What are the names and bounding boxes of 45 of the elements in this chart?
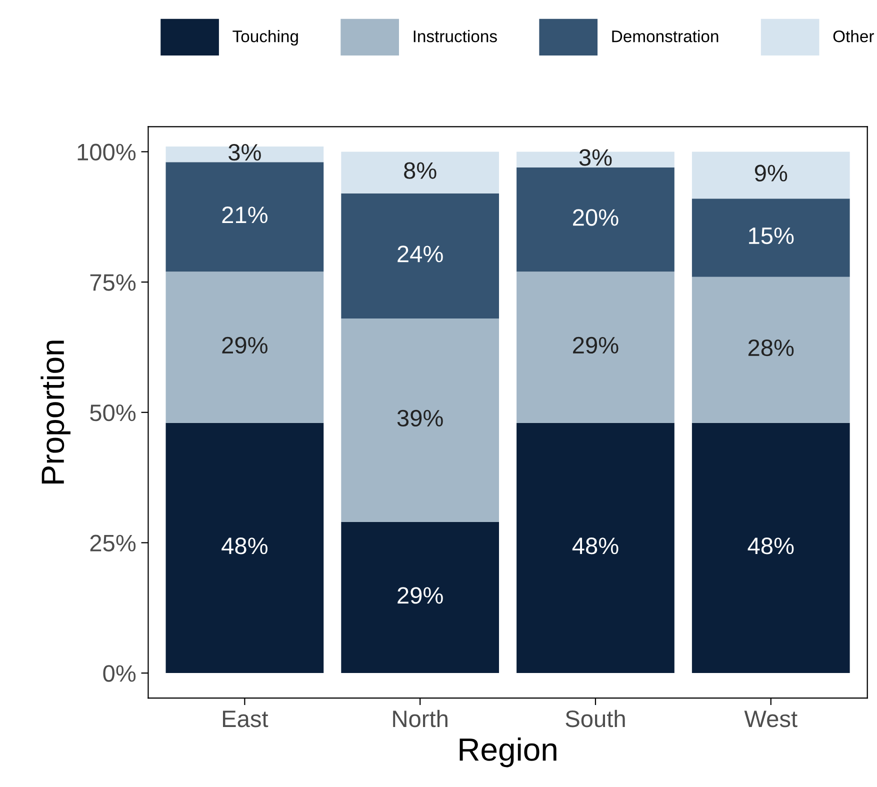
bar (692, 422, 850, 674)
bar (692, 152, 850, 199)
bar (341, 318, 500, 522)
data-label: 48% (748, 538, 794, 554)
y-tick-label: 75% (90, 274, 136, 291)
bar (516, 272, 674, 423)
legend-label: Instructions (414, 30, 497, 42)
y-axis-title: Proportion (40, 340, 70, 484)
data-label: 21% (222, 206, 268, 224)
data-label: 9% (754, 164, 788, 182)
data-label: 28% (748, 339, 794, 356)
x-tick-label: West (744, 710, 798, 728)
legend-label: Touching (232, 30, 298, 46)
bar (166, 422, 324, 674)
bar (692, 276, 850, 423)
bar (166, 162, 324, 272)
data-label: 24% (398, 246, 443, 262)
y-tick-label: 0% (103, 665, 136, 682)
x-tick-label: South (566, 710, 625, 728)
y-tick-label: 100% (78, 144, 136, 161)
bar (341, 522, 500, 674)
data-label: 3% (579, 149, 612, 166)
x-tick-label: East (223, 710, 268, 728)
legend-label: Demonstration (612, 30, 718, 42)
data-label: 15% (749, 227, 794, 244)
bar (341, 193, 500, 319)
bar (516, 422, 674, 674)
bar (166, 272, 324, 423)
data-label: 8% (404, 162, 436, 179)
data-label: 20% (573, 209, 618, 226)
y-tick-label: 50% (90, 404, 136, 422)
bar (692, 198, 850, 277)
data-label: 3% (228, 144, 261, 161)
data-label: 29% (222, 336, 268, 354)
data-label: 48% (572, 538, 618, 554)
bar (341, 152, 500, 194)
data-label: 29% (398, 587, 443, 604)
data-label: 29% (573, 336, 618, 354)
data-label: 48% (222, 538, 268, 554)
legend-label: Other (833, 30, 874, 42)
y-tick-label: 25% (90, 534, 136, 552)
x-axis-title: Region (460, 737, 556, 768)
data-label: 39% (397, 410, 443, 427)
bar (516, 167, 674, 272)
x-tick-label: North (393, 710, 448, 728)
